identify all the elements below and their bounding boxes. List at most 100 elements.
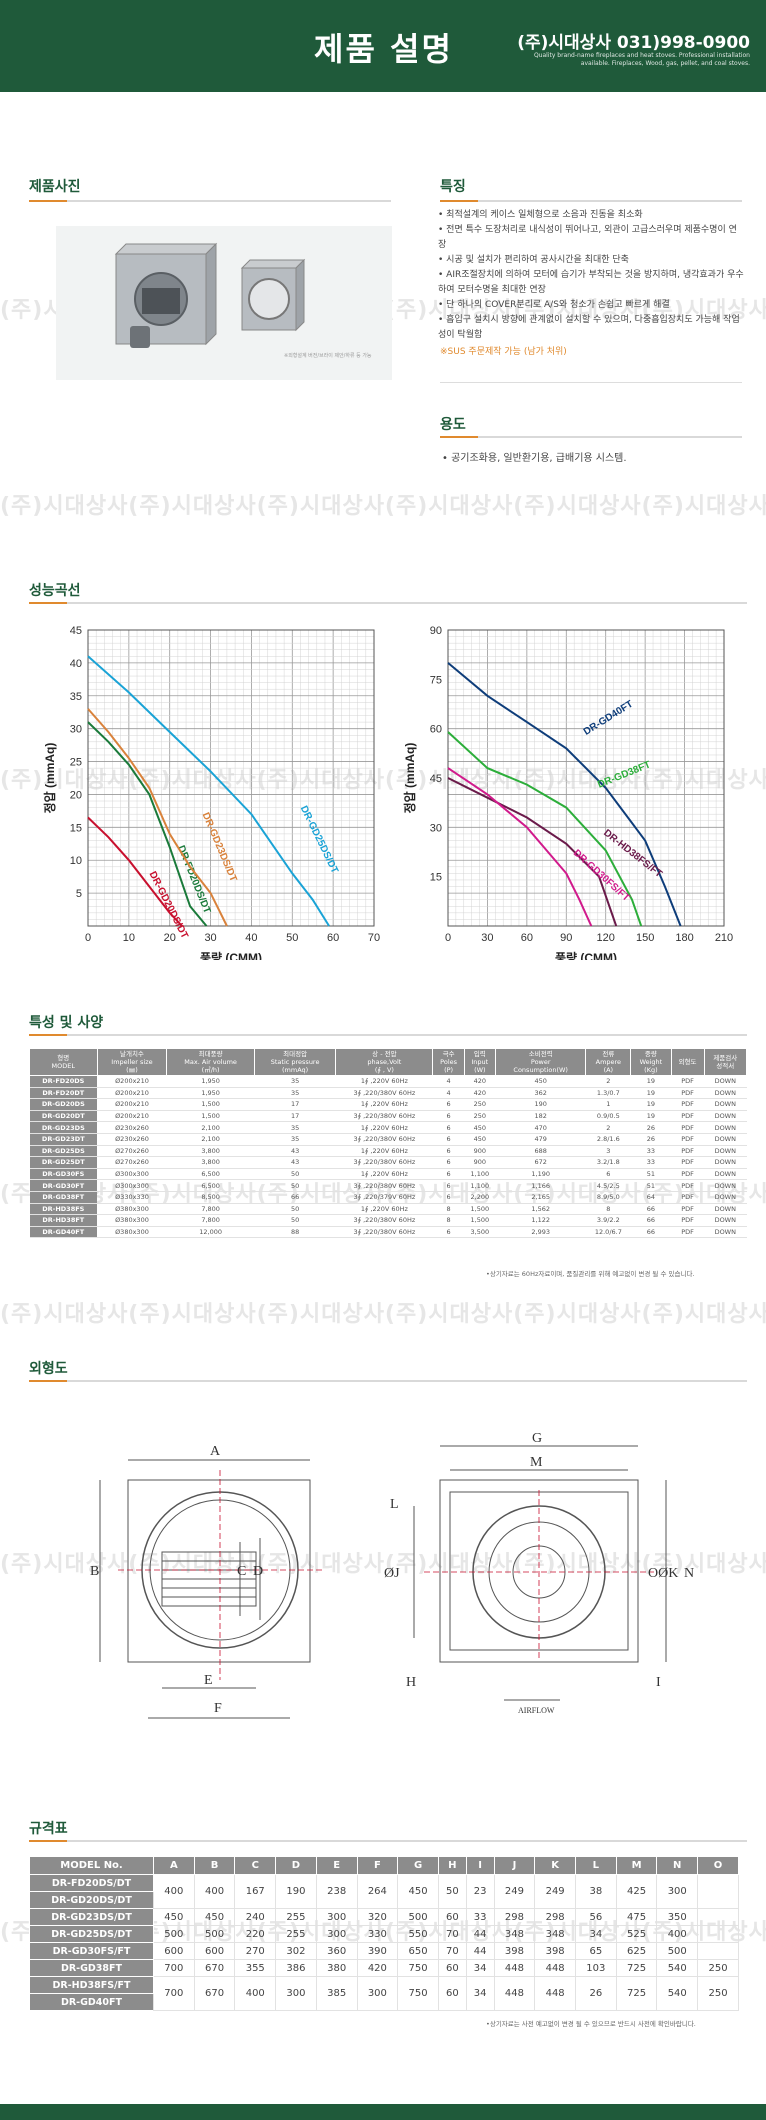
series-line	[447, 731, 643, 927]
download-link[interactable]: DOWN	[704, 1133, 747, 1146]
dim-label-g: G	[532, 1431, 542, 1446]
plot-frame	[447, 629, 725, 927]
table-cell: DR-GD25DS	[29, 1145, 98, 1158]
pdf-link[interactable]: PDF	[671, 1179, 705, 1192]
table-cell: 3∮ ,220/380V 60Hz	[335, 1110, 433, 1123]
table-cell: 2,993	[495, 1226, 586, 1239]
table-cell: Ø230x260	[97, 1121, 167, 1134]
table-cell: 750	[397, 1976, 439, 2011]
download-link[interactable]: DOWN	[704, 1168, 747, 1181]
x-tick-label: 30	[481, 932, 493, 944]
download-link[interactable]: DOWN	[704, 1156, 747, 1169]
table-cell: 3∮ ,220/379V 60Hz	[335, 1191, 433, 1204]
table-cell: Ø380x300	[97, 1226, 167, 1239]
table-cell: 8	[432, 1203, 465, 1216]
table-cell: Ø270x260	[97, 1156, 167, 1169]
y-tick-label: 45	[430, 773, 442, 785]
photo-caption: ※외형설계 버전/브라이 제안/하류 등 가능	[284, 353, 372, 359]
download-link[interactable]: DOWN	[704, 1075, 747, 1088]
download-link[interactable]: DOWN	[704, 1179, 747, 1192]
table-cell: 8.9/5.0	[585, 1191, 631, 1204]
download-link[interactable]: DOWN	[704, 1098, 747, 1111]
table-cell: 250	[464, 1110, 496, 1123]
spec-header-cell: 소비전력 Power Consumption(W)	[494, 1048, 587, 1076]
pdf-link[interactable]: PDF	[671, 1075, 705, 1088]
pdf-link[interactable]: PDF	[671, 1098, 705, 1111]
section-divider	[29, 1840, 747, 1842]
table-row: DR-GD20DS/DT	[29, 1891, 739, 1909]
spec-header-cell: 상 - 전압 phase,Volt (∮ , V)	[335, 1048, 434, 1076]
y-tick-label: 30	[430, 822, 442, 834]
table-cell: Ø380x300	[97, 1214, 167, 1227]
download-link[interactable]: DOWN	[704, 1087, 747, 1100]
pdf-link[interactable]: PDF	[671, 1121, 705, 1134]
table-cell: 6	[432, 1098, 465, 1111]
table-cell: 3∮ ,220/380V 60Hz	[335, 1214, 433, 1227]
table-cell: 38	[574, 1874, 617, 1909]
table-cell: 3,800	[166, 1156, 255, 1169]
feature-item: 최적설계의 케이스 일체형으로 소음과 진동을 최소화	[438, 208, 744, 223]
x-tick-label: 180	[675, 932, 693, 944]
download-link[interactable]: DOWN	[704, 1110, 747, 1123]
pdf-link[interactable]: PDF	[671, 1191, 705, 1204]
dimension-header-cell: K	[534, 1856, 576, 1875]
pdf-link[interactable]: PDF	[671, 1110, 705, 1123]
table-cell: 34	[465, 1959, 495, 1977]
table-cell: Ø270x260	[97, 1145, 167, 1158]
table-cell: 300	[275, 1976, 317, 2011]
pdf-link[interactable]: PDF	[671, 1168, 705, 1181]
table-cell: 3∮ ,220/380V 60Hz	[335, 1226, 433, 1239]
pdf-link[interactable]: PDF	[671, 1214, 705, 1227]
table-cell: 400	[153, 1874, 195, 1909]
series-line	[87, 721, 208, 927]
y-tick-label: 20	[70, 789, 82, 801]
y-tick-label: 30	[70, 724, 82, 736]
table-cell: 17	[254, 1110, 336, 1123]
download-link[interactable]: DOWN	[704, 1226, 747, 1239]
model-cell: DR-GD38FT	[29, 1959, 154, 1977]
dim-label-f: F	[214, 1701, 222, 1716]
pdf-link[interactable]: PDF	[671, 1156, 705, 1169]
table-cell: 3.9/2.2	[585, 1214, 631, 1227]
table-cell: DR-HD38FT	[29, 1214, 98, 1227]
section-divider	[29, 602, 747, 604]
pdf-link[interactable]: PDF	[671, 1087, 705, 1100]
feature-item: 시공 및 설치가 편리하여 공사시간을 최대한 단축	[438, 253, 744, 268]
table-cell: 625	[615, 1942, 658, 1960]
table-row: DR-GD38FT Ø330x330 8,500 66 3∮ ,220/379V 60H…	[29, 1191, 747, 1204]
pdf-link[interactable]: PDF	[671, 1133, 705, 1146]
table-cell: 470	[495, 1121, 586, 1134]
pdf-link[interactable]: PDF	[671, 1145, 705, 1158]
dim-label-d: D	[253, 1564, 263, 1579]
y-tick-label: 15	[70, 822, 82, 834]
table-cell: 8	[585, 1203, 631, 1216]
table-cell: 6,500	[166, 1168, 255, 1181]
table-cell: 3∮ ,220/380V 60Hz	[335, 1087, 433, 1100]
table-cell: 4	[432, 1087, 465, 1100]
spec-header-cell: 중량 Weight (Kg)	[630, 1048, 672, 1076]
table-cell: 26	[574, 1976, 617, 2011]
download-link[interactable]: DOWN	[704, 1203, 747, 1216]
company-contact: (주)시대상사 031)998-0900	[517, 33, 750, 53]
dim-label-e: E	[204, 1673, 213, 1688]
table-cell: 1∮ ,220V 60Hz	[335, 1168, 433, 1181]
pdf-link[interactable]: PDF	[671, 1203, 705, 1216]
table-cell: 88	[254, 1226, 336, 1239]
pdf-link[interactable]: PDF	[671, 1226, 705, 1239]
table-cell: 60	[437, 1959, 467, 1977]
section-divider	[29, 1034, 747, 1036]
dimension-header-cell: I	[465, 1856, 495, 1875]
table-cell: 1,500	[464, 1214, 496, 1227]
table-cell: 700	[153, 1976, 195, 2011]
table-cell: 1,500	[166, 1098, 255, 1111]
download-link[interactable]: DOWN	[704, 1121, 747, 1134]
table-cell: Ø300x300	[97, 1168, 167, 1181]
table-cell: 66	[630, 1203, 672, 1216]
table-cell: 2.8/1.6	[585, 1133, 631, 1146]
table-cell: 19	[630, 1110, 672, 1123]
download-link[interactable]: DOWN	[704, 1191, 747, 1204]
download-link[interactable]: DOWN	[704, 1145, 747, 1158]
download-link[interactable]: DOWN	[704, 1214, 747, 1227]
model-cell: DR-FD20DS/DT	[29, 1874, 154, 1892]
table-cell: 190	[275, 1874, 317, 1909]
